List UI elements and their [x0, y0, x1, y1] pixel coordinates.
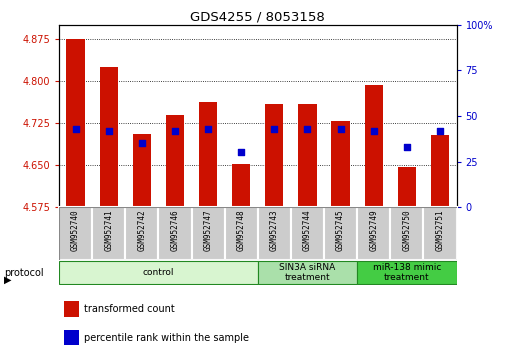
Bar: [258, 207, 291, 260]
Text: GSM952740: GSM952740: [71, 210, 80, 251]
Point: [436, 128, 444, 133]
Bar: [159, 207, 191, 260]
Bar: [357, 261, 457, 285]
Bar: [59, 261, 258, 285]
Text: GSM952749: GSM952749: [369, 210, 378, 251]
Bar: [191, 207, 225, 260]
Bar: [258, 261, 357, 285]
Bar: [225, 207, 258, 260]
Bar: [423, 207, 457, 260]
Bar: [59, 207, 92, 260]
Bar: [67, 39, 85, 207]
Bar: [125, 207, 159, 260]
Text: transformed count: transformed count: [84, 304, 174, 314]
Title: GDS4255 / 8053158: GDS4255 / 8053158: [190, 11, 325, 24]
Bar: [299, 104, 317, 207]
Point: [171, 128, 179, 133]
Bar: [390, 207, 423, 260]
Point: [105, 128, 113, 133]
Text: GSM952745: GSM952745: [336, 210, 345, 251]
Text: protocol: protocol: [4, 268, 44, 278]
Text: GSM952750: GSM952750: [402, 210, 411, 251]
Bar: [64, 330, 80, 346]
Bar: [232, 164, 250, 207]
Bar: [324, 207, 357, 260]
Text: SIN3A siRNA
treatment: SIN3A siRNA treatment: [280, 263, 336, 282]
Bar: [199, 102, 217, 207]
Point: [403, 144, 411, 150]
Bar: [265, 104, 284, 207]
Bar: [100, 67, 118, 207]
Point: [137, 141, 146, 146]
Point: [71, 126, 80, 132]
Bar: [398, 167, 416, 207]
Point: [370, 128, 378, 133]
Text: miR-138 mimic
treatment: miR-138 mimic treatment: [372, 263, 441, 282]
Text: GSM952751: GSM952751: [436, 210, 444, 251]
Bar: [291, 207, 324, 260]
Point: [270, 126, 279, 132]
Bar: [357, 207, 390, 260]
Text: GSM952748: GSM952748: [236, 210, 246, 251]
Bar: [166, 115, 184, 207]
Bar: [92, 207, 125, 260]
Bar: [365, 85, 383, 207]
Text: GSM952741: GSM952741: [104, 210, 113, 251]
Text: percentile rank within the sample: percentile rank within the sample: [84, 332, 249, 343]
Text: GSM952742: GSM952742: [137, 210, 146, 251]
Point: [303, 126, 311, 132]
Text: GSM952743: GSM952743: [270, 210, 279, 251]
Text: control: control: [143, 268, 174, 277]
Bar: [133, 134, 151, 207]
Text: GSM952746: GSM952746: [170, 210, 180, 251]
Bar: [331, 121, 350, 207]
Bar: [431, 135, 449, 207]
Bar: [64, 301, 80, 317]
Text: GSM952744: GSM952744: [303, 210, 312, 251]
Point: [237, 150, 245, 155]
Point: [337, 126, 345, 132]
Text: ▶: ▶: [4, 275, 12, 285]
Point: [204, 126, 212, 132]
Text: GSM952747: GSM952747: [204, 210, 212, 251]
